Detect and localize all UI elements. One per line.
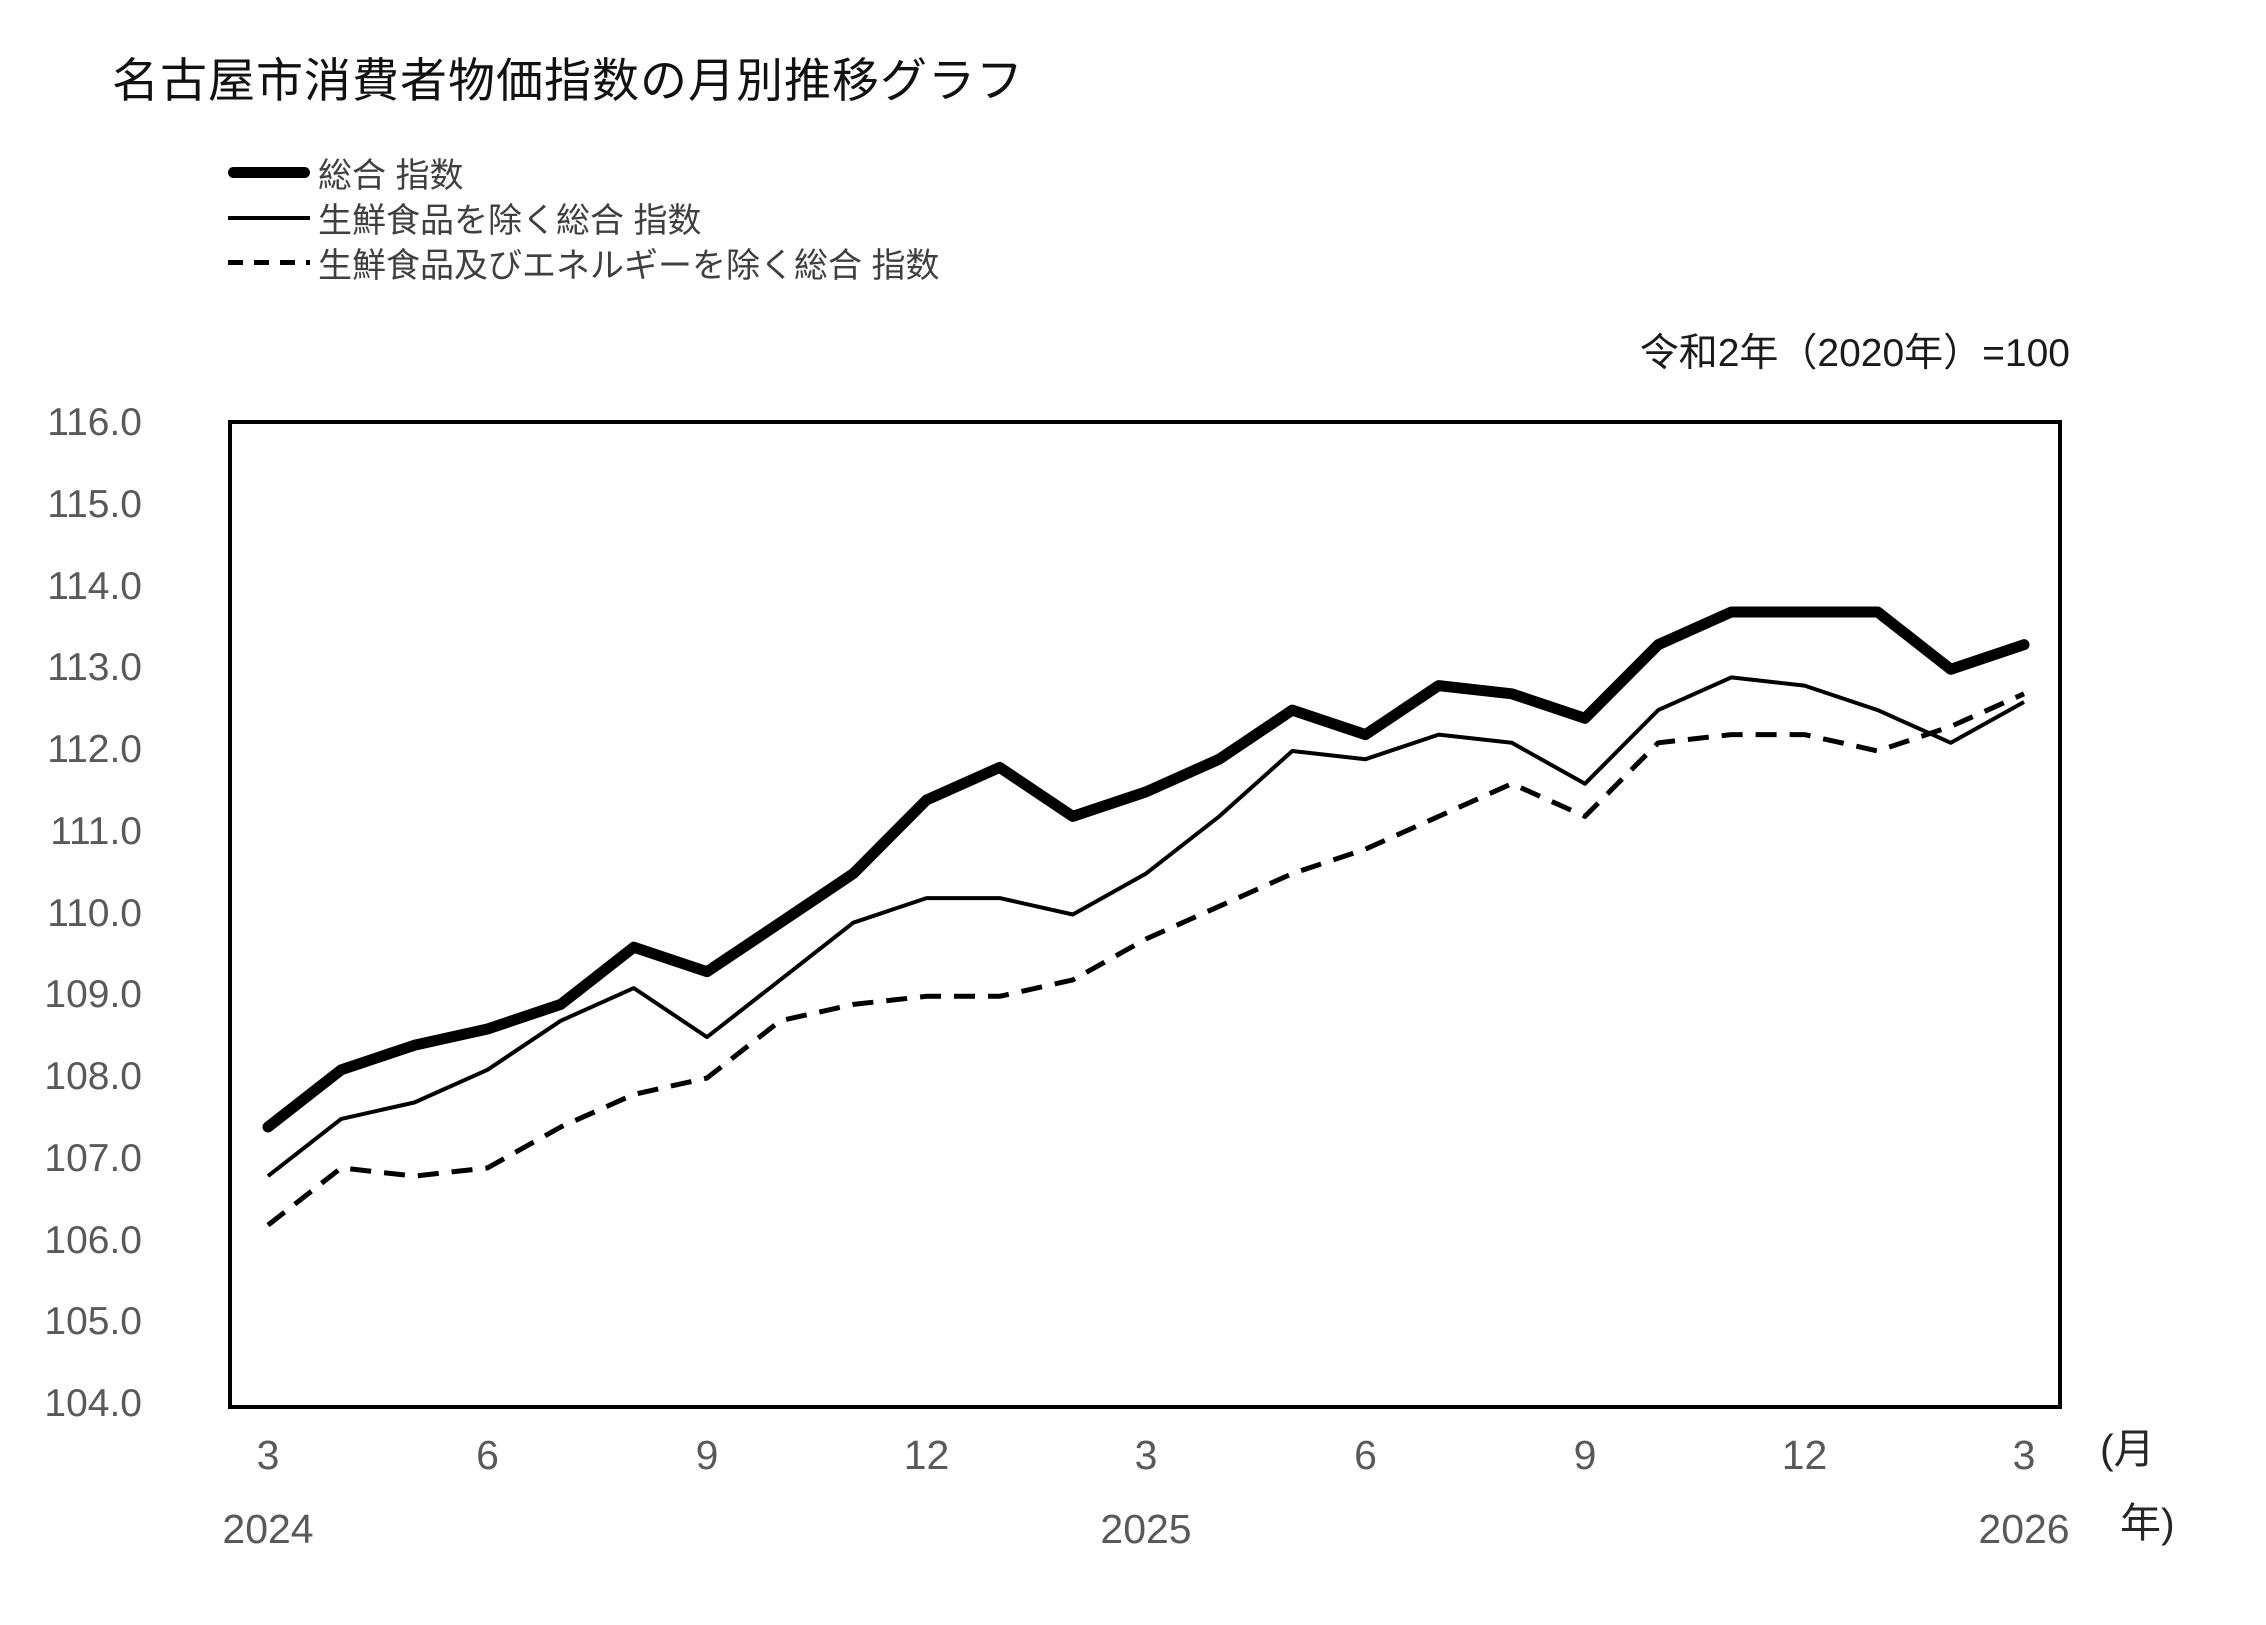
legend-item-ex-fresh-energy: 生鮮食品及びエネルギーを除く総合 指数	[228, 240, 939, 285]
x-axis-unit-year: 年)	[2120, 1500, 2175, 1546]
x-tick-month-label: 3	[2012, 1432, 2036, 1478]
y-tick-label: 114.0	[47, 564, 142, 608]
x-tick-month-label: 6	[1354, 1432, 1377, 1478]
series-line-sogo	[262, 606, 2030, 1133]
legend-item-sogo: 総合 指数	[228, 150, 939, 195]
dashed-line-swatch-icon	[228, 260, 310, 265]
chart-title: 名古屋市消費者物価指数の月別推移グラフ	[112, 54, 1024, 107]
legend-label: 生鮮食品及びエネルギーを除く総合 指数	[318, 247, 940, 285]
base-year-note: 令和2年（2020年）=100	[1639, 332, 2070, 375]
y-tick-label: 116.0	[47, 401, 142, 444]
plot-area	[228, 420, 2062, 1409]
y-tick-label: 108.0	[44, 1055, 142, 1098]
y-tick-label: 106.0	[44, 1218, 142, 1262]
y-tick-label: 110.0	[47, 891, 142, 935]
y-tick-label: 109.0	[44, 973, 142, 1017]
x-tick-year-label: 2025	[1100, 1506, 1192, 1552]
x-tick-year-label: 2024	[222, 1506, 314, 1552]
x-tick-month-label: 6	[476, 1432, 499, 1478]
x-tick-month-label: 12	[1781, 1432, 1828, 1478]
y-tick-label: 104.0	[44, 1382, 142, 1425]
legend-label: 総合 指数	[318, 157, 464, 195]
series-line-ex-fresh	[266, 675, 2025, 1178]
y-tick-label: 113.0	[47, 646, 142, 690]
series-line-ex-fresh-energy	[266, 691, 2026, 1228]
x-tick-year-label: 2026	[1978, 1506, 2070, 1552]
legend-item-ex-fresh: 生鮮食品を除く総合 指数	[228, 195, 939, 240]
y-tick-label: 107.0	[44, 1136, 142, 1180]
legend: 総合 指数 生鮮食品を除く総合 指数 生鮮食品及びエネルギーを除く総合 指数	[228, 150, 939, 285]
x-tick-month-label: 12	[903, 1432, 950, 1478]
legend-label: 生鮮食品を除く総合 指数	[318, 202, 702, 240]
y-tick-label: 115.0	[47, 482, 142, 526]
thin-line-swatch-icon	[228, 215, 310, 220]
y-tick-label: 111.0	[50, 809, 142, 853]
x-tick-month-label: 9	[1573, 1432, 1597, 1478]
x-axis-unit-month: (月	[2100, 1426, 2155, 1472]
thick-line-swatch-icon	[228, 167, 310, 178]
y-tick-label: 112.0	[47, 728, 142, 771]
x-tick-month-label: 3	[256, 1432, 280, 1478]
line-chart-canvas	[262, 606, 2030, 1228]
y-tick-label: 105.0	[44, 1300, 142, 1344]
x-tick-month-label: 9	[695, 1432, 719, 1478]
x-tick-month-label: 3	[1134, 1432, 1158, 1478]
